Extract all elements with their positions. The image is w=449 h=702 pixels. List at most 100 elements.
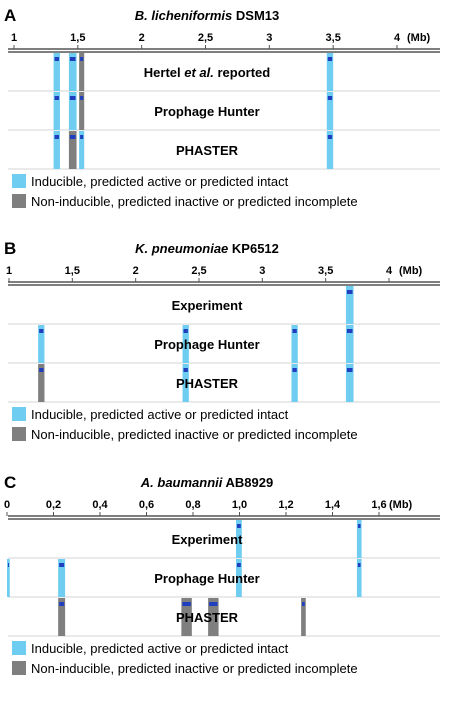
prophage-bar-inducible — [68, 92, 77, 130]
axis-tick-label: 1,4 — [325, 499, 341, 511]
legend-label: Non-inducible, predicted inactive or pre… — [31, 194, 358, 209]
axis-tick-label: 1,5 — [65, 265, 80, 277]
axis-tick-label: 2 — [133, 265, 139, 277]
prophage-marker — [39, 368, 44, 372]
axis-tick-label: 1,0 — [232, 499, 247, 511]
prophage-marker — [346, 329, 353, 333]
legend-label: Inducible, predicted active or predicted… — [31, 174, 289, 189]
row-label: Prophage Hunter — [154, 104, 259, 119]
prophage-marker — [39, 329, 44, 333]
prophage-bar-inducible — [236, 520, 242, 558]
legend-swatch-noninducible — [12, 194, 26, 208]
prophage-marker — [346, 290, 353, 294]
axis-tick-label: 0,8 — [185, 499, 200, 511]
prophage-marker — [8, 563, 9, 567]
row-label-part: Prophage Hunter — [154, 104, 259, 119]
panel-c: C A. baumannii AB8929 0 0,2 0,4 0,6 0,8 1,0 1,2 1… — [4, 473, 440, 676]
row-label-part: Hertel — [144, 65, 184, 80]
legend-swatch-inducible — [12, 641, 26, 655]
prophage-bar-inducible — [79, 131, 85, 169]
prophage-bar-noninducible — [208, 598, 219, 636]
legend-swatch-noninducible — [12, 661, 26, 675]
axis-tick-label: 2 — [139, 32, 145, 44]
axis-tick-label: 2,5 — [198, 32, 213, 44]
prophage-bar-noninducible — [68, 131, 77, 169]
row-label-part: Experiment — [172, 532, 243, 547]
prophage-bar-inducible — [53, 131, 60, 169]
axis-tick-label: 0,2 — [46, 499, 61, 511]
panel-a: A B. licheniformis DSM13 1 1,5 2 2,5 3 3,5 4 (Mb)… — [4, 6, 440, 209]
axis-unit: (Mb) — [389, 499, 413, 511]
panel-title-organism: B. licheniformis — [135, 8, 233, 23]
prophage-bar-inducible — [345, 364, 354, 402]
axis-tick-label: 0,4 — [92, 499, 108, 511]
axis-tick-label: 3,5 — [326, 32, 341, 44]
panel-letter: C — [4, 473, 16, 492]
row-label-part: PHASTER — [176, 376, 239, 391]
prophage-bar-inducible — [68, 53, 77, 91]
axis-tick-label: 1,5 — [70, 32, 85, 44]
row-label: Prophage Hunter — [154, 337, 259, 352]
prophage-bar-inducible — [58, 559, 66, 597]
prophage-marker — [327, 96, 333, 100]
prophage-marker — [69, 96, 76, 100]
prophage-bar-inducible — [356, 520, 362, 558]
axis-tick-label: 1,6 — [371, 499, 386, 511]
axis-tick-label: 4 — [394, 32, 401, 44]
legend-swatch-inducible — [12, 407, 26, 421]
prophage-bar-inducible — [345, 286, 354, 324]
prophage-marker — [237, 524, 241, 528]
prophage-marker — [237, 563, 241, 567]
prophage-marker — [59, 602, 65, 606]
panel-letter: B — [4, 239, 16, 258]
panel-title-organism: K. pneumoniae — [135, 241, 228, 256]
prophage-marker — [327, 57, 333, 61]
row-label: PHASTER — [176, 143, 239, 158]
prophage-bar-inducible — [291, 364, 298, 402]
panel-title: B. licheniformis DSM13 — [135, 8, 280, 23]
prophage-bar-inducible — [326, 131, 334, 169]
prophage-marker — [292, 368, 297, 372]
row-label: Experiment — [172, 298, 243, 313]
prophage-bar-noninducible — [181, 598, 192, 636]
prophage-marker — [54, 96, 59, 100]
row-label-part: Experiment — [172, 298, 243, 313]
prophage-marker — [183, 329, 188, 333]
prophage-bar-noninducible — [58, 598, 66, 636]
prophage-marker — [80, 57, 84, 61]
prophage-marker — [357, 563, 361, 567]
prophage-bar-noninducible — [79, 53, 85, 91]
prophage-marker — [346, 368, 353, 372]
prophage-marker — [182, 602, 191, 606]
panel-b: B K. pneumoniae KP6512 1 1,5 2 2,5 3 3,5 4 (Mb) Ex… — [4, 239, 440, 442]
row-label-part: PHASTER — [176, 143, 239, 158]
axis-tick-label: 3 — [259, 265, 265, 277]
legend-label: Non-inducible, predicted inactive or pre… — [31, 427, 358, 442]
legend-label: Inducible, predicted active or predicted… — [31, 407, 289, 422]
panel-letter: A — [4, 6, 16, 25]
legend-label: Non-inducible, predicted inactive or pre… — [31, 661, 358, 676]
prophage-marker — [302, 602, 305, 606]
panel-title: A. baumannii AB8929 — [140, 475, 273, 490]
axis-tick-label: 1 — [6, 265, 12, 277]
prophage-bar-inducible — [38, 325, 45, 363]
legend-swatch-inducible — [12, 174, 26, 188]
row-label-part: PHASTER — [176, 610, 239, 625]
prophage-bar-inducible — [356, 559, 362, 597]
prophage-marker — [80, 96, 84, 100]
prophage-marker — [183, 368, 188, 372]
prophage-bar-inducible — [182, 325, 189, 363]
prophage-marker — [209, 602, 218, 606]
prophage-marker — [292, 329, 297, 333]
row-label: PHASTER — [176, 376, 239, 391]
prophage-marker — [69, 135, 76, 139]
row-label-part: Prophage Hunter — [154, 571, 259, 586]
panel-title-organism: A. baumannii — [140, 475, 223, 490]
axis-tick-label: 0,6 — [139, 499, 154, 511]
axis-tick-label: 1,2 — [278, 499, 293, 511]
prophage-bar-inducible — [345, 325, 354, 363]
prophage-marker — [80, 135, 84, 139]
legend-swatch-noninducible — [12, 427, 26, 441]
prophage-bar-inducible — [182, 364, 189, 402]
